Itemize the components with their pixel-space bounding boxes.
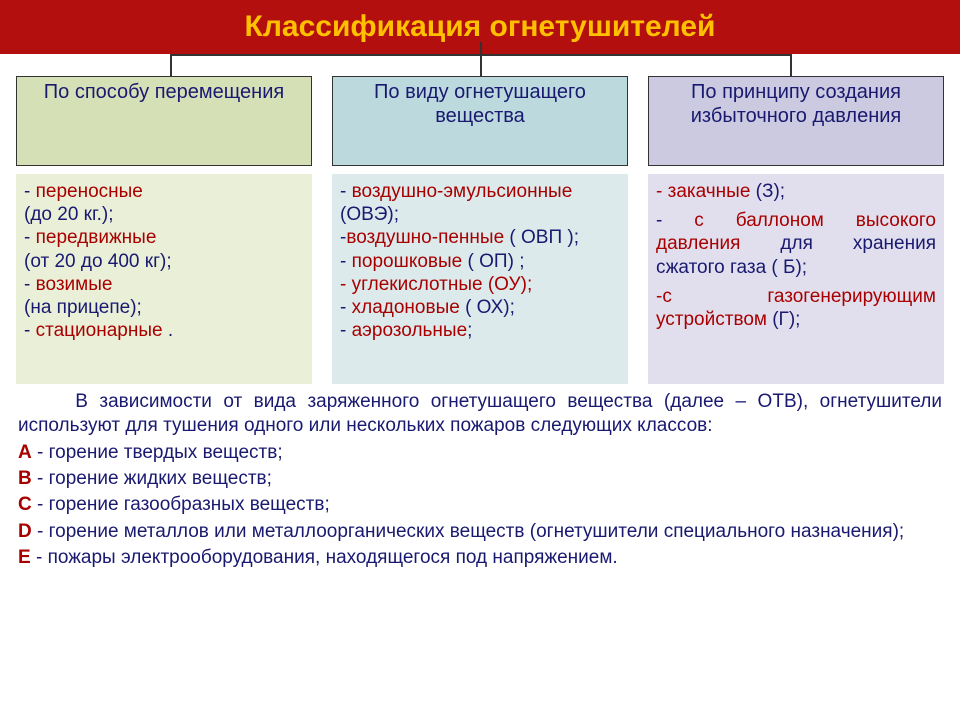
c1-line6: (на прицепе);: [24, 296, 304, 319]
c2-term-5: хладоновые: [352, 297, 460, 318]
class-text: - горение металлов или металлоорганическ…: [32, 521, 904, 542]
class-list: А - горение твердых веществ;В - горение …: [18, 441, 942, 571]
class-letter: В: [18, 468, 32, 489]
content-box-2: - воздушно-эмульсионные (ОВЭ); -воздушно…: [332, 174, 628, 384]
class-letter: Е: [18, 547, 31, 568]
content-box-1: - переносные (до 20 кг.); - передвижные …: [16, 174, 312, 384]
header-row: По способу перемещения По виду огнетушащ…: [0, 76, 960, 166]
c2-line4: - углекислотные (ОУ);: [340, 273, 620, 296]
page-title: Классификация огнетушителей: [245, 10, 716, 44]
c2-term-6: аэрозольные: [352, 320, 468, 341]
class-line: А - горение твердых веществ;: [18, 441, 942, 465]
connector-lines: [0, 54, 960, 76]
c1-line1: - переносные: [24, 180, 304, 203]
class-letter: А: [18, 442, 32, 463]
content-row: - переносные (до 20 кг.); - передвижные …: [0, 166, 960, 384]
class-text: - горение твердых веществ;: [32, 442, 283, 463]
c2-line3: - порошковые ( ОП) ;: [340, 250, 620, 273]
intro-paragraph: В зависимости от вида заряженного огнету…: [18, 390, 942, 439]
class-letter: С: [18, 494, 32, 515]
class-text: - горение жидких веществ;: [32, 468, 272, 489]
connector-v1: [170, 54, 172, 76]
c1-line5: - возимые: [24, 273, 304, 296]
c3-line3: -с газогенерирующим устройством (Г);: [656, 285, 936, 331]
content-box-3: - закачные (З); - с баллоном высокого да…: [648, 174, 944, 384]
header-box-1: По способу перемещения: [16, 76, 312, 166]
c3-term-1: закачные: [668, 181, 751, 202]
connector-v2: [480, 42, 482, 76]
connector-v3: [790, 54, 792, 76]
c2-line1: - воздушно-эмульсионные (ОВЭ);: [340, 180, 620, 226]
c1-term-4: стационарные: [36, 320, 163, 341]
header-box-3: По принципу создания избыточного давлени…: [648, 76, 944, 166]
class-text: - пожары электрооборудования, находящего…: [31, 547, 618, 568]
c3-line1: - закачные (З);: [656, 180, 936, 203]
class-line: Е - пожары электрооборудования, находяще…: [18, 546, 942, 570]
c2-line5: - хладоновые ( ОХ);: [340, 296, 620, 319]
class-text: - горение газообразных веществ;: [32, 494, 330, 515]
class-line: В - горение жидких веществ;: [18, 467, 942, 491]
header-text-2: По виду огнетушащего вещества: [339, 81, 621, 128]
c2-term-4: углекислотные: [352, 274, 483, 295]
class-line: D - горение металлов или металлоорганиче…: [18, 520, 942, 544]
c1-term-3: возимые: [36, 274, 113, 295]
header-text-1: По способу перемещения: [44, 81, 284, 105]
header-box-2: По виду огнетушащего вещества: [332, 76, 628, 166]
c2-term-3: порошковые: [352, 251, 463, 272]
c1-line2: (до 20 кг.);: [24, 203, 304, 226]
header-text-3: По принципу создания избыточного давлени…: [655, 81, 937, 128]
c2-line6: - аэрозольные;: [340, 319, 620, 342]
c3-line2: - с баллоном высокого давления для хране…: [656, 209, 936, 279]
c1-term-2: передвижные: [36, 227, 157, 248]
c1-line4: (от 20 до 400 кг);: [24, 250, 304, 273]
c2-term-2: воздушно-пенные: [346, 227, 504, 248]
c2-line2: -воздушно-пенные ( ОВП );: [340, 226, 620, 249]
bottom-text: В зависимости от вида заряженного огнету…: [0, 384, 960, 570]
c2-term-1: воздушно-эмульсионные: [352, 181, 573, 202]
class-line: С - горение газообразных веществ;: [18, 493, 942, 517]
c1-term-1: переносные: [36, 181, 143, 202]
class-letter: D: [18, 521, 32, 542]
c1-line7: - стационарные .: [24, 319, 304, 342]
c1-line3: - передвижные: [24, 226, 304, 249]
